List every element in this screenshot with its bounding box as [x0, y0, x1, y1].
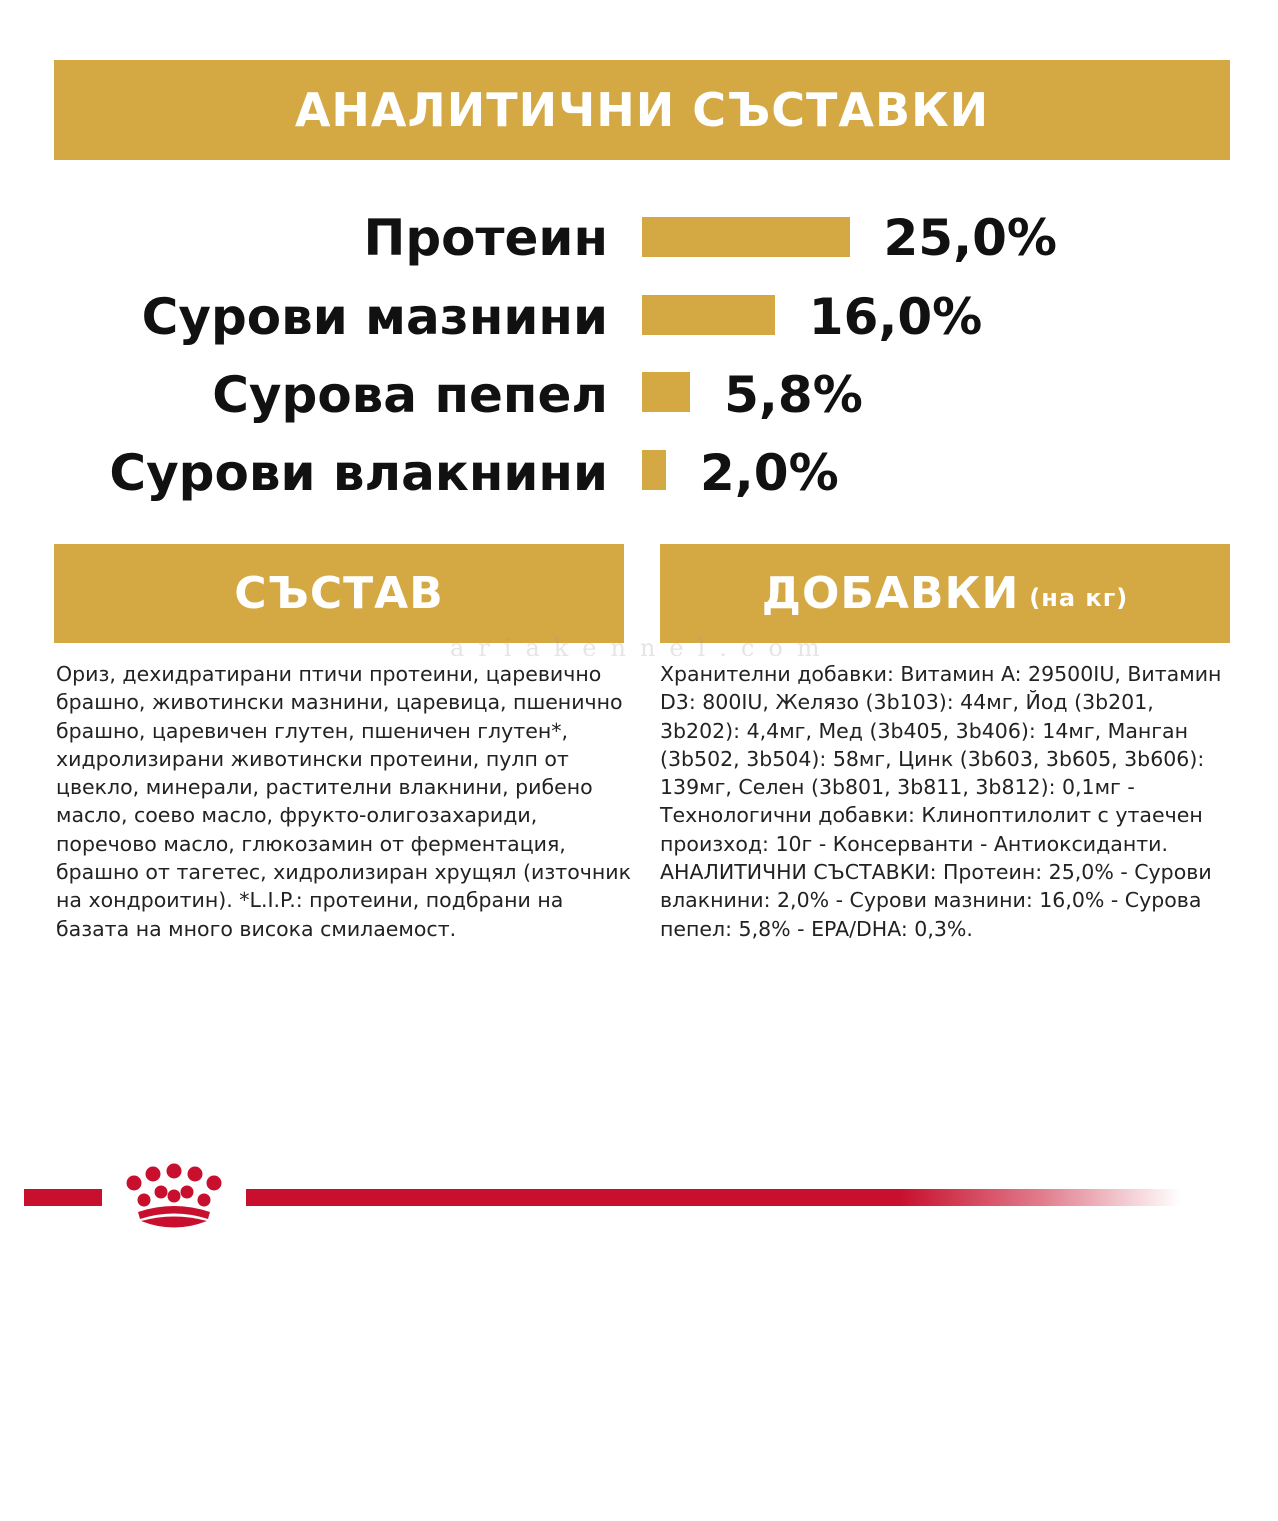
nutrient-bar [642, 372, 691, 412]
royal-canin-crown-icon [126, 1163, 222, 1228]
additives-subtitle: (на кг) [1029, 583, 1129, 612]
nutrient-bar [642, 295, 775, 335]
analytical-header-banner: АНАЛИТИЧНИ СЪСТАВКИ [54, 60, 1230, 160]
brand-line-right [246, 1189, 1181, 1206]
additives-title: ДОБАВКИ [761, 568, 1020, 619]
composition-title: СЪСТАВ [234, 568, 444, 619]
composition-text: Ориз, дехидратирани птичи протеини, царе… [56, 662, 631, 941]
composition-banner: СЪСТАВ [54, 544, 624, 643]
nutrient-label: Протеин [363, 209, 608, 267]
nutrient-value: 5,8% [724, 366, 863, 424]
analytical-header-title: АНАЛИТИЧНИ СЪСТАВКИ [294, 83, 990, 137]
nutrient-value: 16,0% [808, 288, 983, 346]
additives-text: Хранителни добавки: Витамин A: 29500IU, … [660, 662, 1222, 941]
nutrient-label: Сурови мазнини [141, 288, 608, 346]
nutrient-bar [642, 450, 666, 490]
nutrient-label: Сурови влакнини [109, 444, 608, 502]
brand-line-left [24, 1189, 102, 1206]
nutrient-value: 25,0% [883, 209, 1057, 267]
nutrient-bar [642, 217, 850, 257]
watermark: ariakennel.com [450, 634, 834, 662]
additives-banner: ДОБАВКИ (на кг) [660, 544, 1230, 643]
nutrient-label: Сурова пепел [212, 366, 608, 424]
nutrient-value: 2,0% [700, 444, 839, 502]
